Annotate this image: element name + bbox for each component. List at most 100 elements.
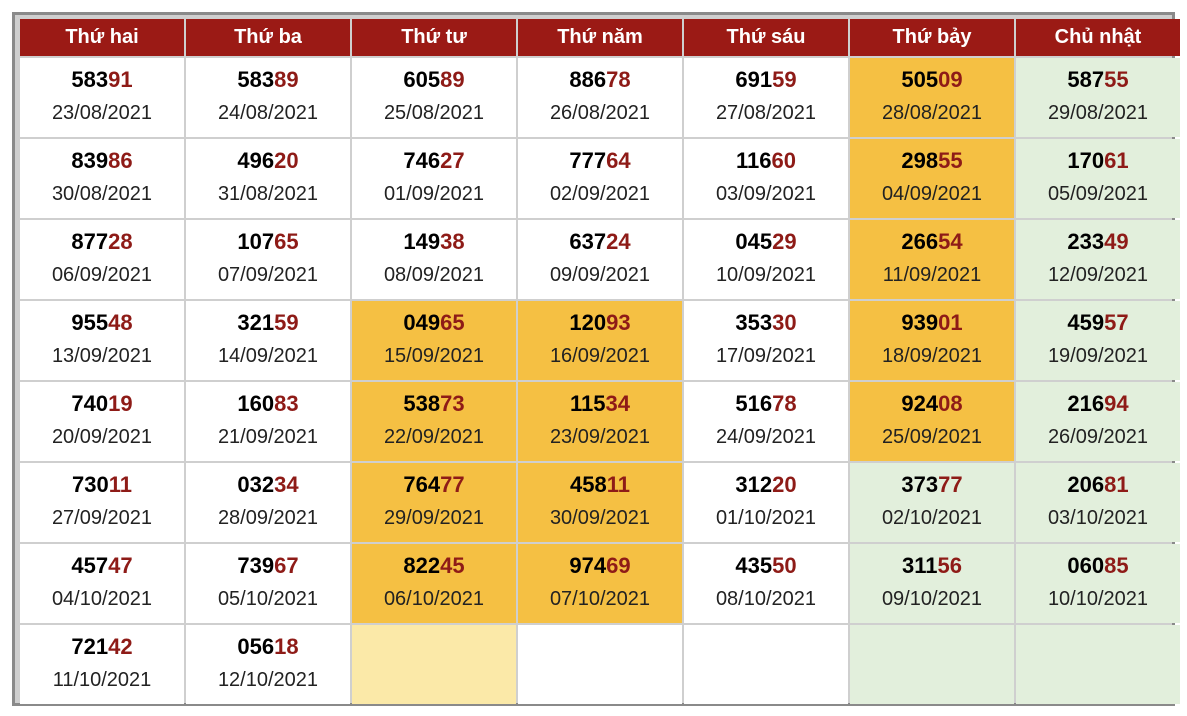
result-number: 26654 <box>850 228 1014 256</box>
result-number: 97469 <box>518 552 682 580</box>
result-number-last-two: 30 <box>772 309 797 335</box>
result-date: 24/09/2021 <box>715 425 817 448</box>
result-number: 77764 <box>518 147 682 175</box>
result-number-last-two: 49 <box>1104 228 1129 254</box>
result-cell: 73011 27/09/2021 <box>20 463 184 542</box>
result-number-head: 721 <box>71 633 109 659</box>
result-number-last-two: 85 <box>1104 552 1129 578</box>
result-number-head: 170 <box>1067 147 1105 173</box>
result-number-last-two: 29 <box>772 228 797 254</box>
result-cell: 45811 30/09/2021 <box>518 463 682 542</box>
result-number-last-two: 50 <box>772 552 797 578</box>
result-number-last-two: 77 <box>938 471 963 497</box>
result-cell: 31156 09/10/2021 <box>850 544 1014 623</box>
result-number: 76477 <box>352 471 516 499</box>
result-cell: 23349 12/09/2021 <box>1016 220 1180 299</box>
result-cell: 26654 11/09/2021 <box>850 220 1014 299</box>
result-number-last-two: 20 <box>274 147 299 173</box>
result-number-head: 266 <box>901 228 939 254</box>
result-date: 04/09/2021 <box>881 182 983 205</box>
result-date: 27/08/2021 <box>715 101 817 124</box>
result-number: 51678 <box>684 390 848 418</box>
result-number-head: 298 <box>901 147 939 173</box>
table-row: 72142 11/10/2021 05618 12/10/2021 <box>20 625 1180 704</box>
result-date: 21/09/2021 <box>217 425 319 448</box>
result-number: 31220 <box>684 471 848 499</box>
table-row: 58391 23/08/2021 58389 24/08/2021 60589 25/08… <box>20 58 1180 137</box>
result-number-last-two: 55 <box>1104 66 1129 92</box>
results-table-frame: Thứ hai Thứ ba Thứ tư Thứ năm Thứ sáu Th… <box>12 12 1180 706</box>
result-number: 58755 <box>1016 66 1180 94</box>
result-cell: 21694 26/09/2021 <box>1016 382 1180 461</box>
result-number: 29855 <box>850 147 1014 175</box>
result-cell: 11534 23/09/2021 <box>518 382 682 461</box>
result-number-last-two: 48 <box>108 309 133 335</box>
result-number-head: 206 <box>1067 471 1105 497</box>
result-number-last-two: 67 <box>274 552 299 578</box>
result-date: 20/09/2021 <box>51 425 153 448</box>
result-number-last-two: 11 <box>108 471 132 497</box>
result-number-last-two: 27 <box>440 147 465 173</box>
results-body: 58391 23/08/2021 58389 24/08/2021 60589 25/08… <box>20 58 1180 704</box>
result-cell: 95548 13/09/2021 <box>20 301 184 380</box>
result-number-last-two: 08 <box>938 390 963 416</box>
result-number: 11660 <box>684 147 848 175</box>
result-cell: 10765 07/09/2021 <box>186 220 350 299</box>
result-number-head: 822 <box>403 552 441 578</box>
result-number-last-two: 83 <box>274 390 299 416</box>
result-cell: 14938 08/09/2021 <box>352 220 516 299</box>
result-number-head: 505 <box>901 66 939 92</box>
result-date: 07/09/2021 <box>217 263 319 286</box>
result-number-head: 538 <box>403 390 441 416</box>
result-number-last-two: 45 <box>440 552 465 578</box>
result-number-head: 605 <box>403 66 441 92</box>
result-date: 01/09/2021 <box>383 182 485 205</box>
result-cell: 53873 22/09/2021 <box>352 382 516 461</box>
result-number: 53873 <box>352 390 516 418</box>
result-number-head: 216 <box>1067 390 1105 416</box>
result-number: 10765 <box>186 228 350 256</box>
result-number-head: 120 <box>569 309 607 335</box>
result-cell: 74019 20/09/2021 <box>20 382 184 461</box>
result-number: 60589 <box>352 66 516 94</box>
result-number: 04529 <box>684 228 848 256</box>
header-wednesday: Thứ tư <box>352 19 516 56</box>
result-number: 63724 <box>518 228 682 256</box>
result-date: 13/09/2021 <box>51 344 153 367</box>
result-date: 30/08/2021 <box>51 182 153 205</box>
result-number-head: 691 <box>735 66 773 92</box>
result-number-head: 637 <box>569 228 607 254</box>
lottery-results-table: Thứ hai Thứ ba Thứ tư Thứ năm Thứ sáu Th… <box>18 17 1182 706</box>
result-cell: 92408 25/09/2021 <box>850 382 1014 461</box>
result-number-last-two: 93 <box>606 309 631 335</box>
table-row: 73011 27/09/2021 03234 28/09/2021 76477 29/09… <box>20 463 1180 542</box>
result-number-head: 496 <box>237 147 275 173</box>
result-date: 17/09/2021 <box>715 344 817 367</box>
result-cell: 58389 24/08/2021 <box>186 58 350 137</box>
result-cell: 29855 04/09/2021 <box>850 139 1014 218</box>
result-number: 17061 <box>1016 147 1180 175</box>
result-cell <box>1016 625 1180 704</box>
result-date: 05/10/2021 <box>217 587 319 610</box>
result-cell: 69159 27/08/2021 <box>684 58 848 137</box>
result-date: 09/09/2021 <box>549 263 651 286</box>
result-number-last-two: 78 <box>772 390 797 416</box>
result-number-last-two: 59 <box>274 309 299 335</box>
result-number-head: 435 <box>735 552 773 578</box>
result-number: 93901 <box>850 309 1014 337</box>
result-date: 03/10/2021 <box>1047 506 1149 529</box>
result-cell: 60589 25/08/2021 <box>352 58 516 137</box>
result-number: 73011 <box>20 471 184 499</box>
result-date: 30/09/2021 <box>549 506 651 529</box>
result-number-last-two: 34 <box>274 471 299 497</box>
result-number: 74019 <box>20 390 184 418</box>
result-number-last-two: 34 <box>605 390 630 416</box>
result-number-head: 730 <box>72 471 109 497</box>
result-number-head: 459 <box>1067 309 1105 335</box>
result-number-head: 107 <box>237 228 275 254</box>
result-cell: 51678 24/09/2021 <box>684 382 848 461</box>
result-date: 22/09/2021 <box>383 425 485 448</box>
result-number: 06085 <box>1016 552 1180 580</box>
result-cell: 05618 12/10/2021 <box>186 625 350 704</box>
header-monday: Thứ hai <box>20 19 184 56</box>
